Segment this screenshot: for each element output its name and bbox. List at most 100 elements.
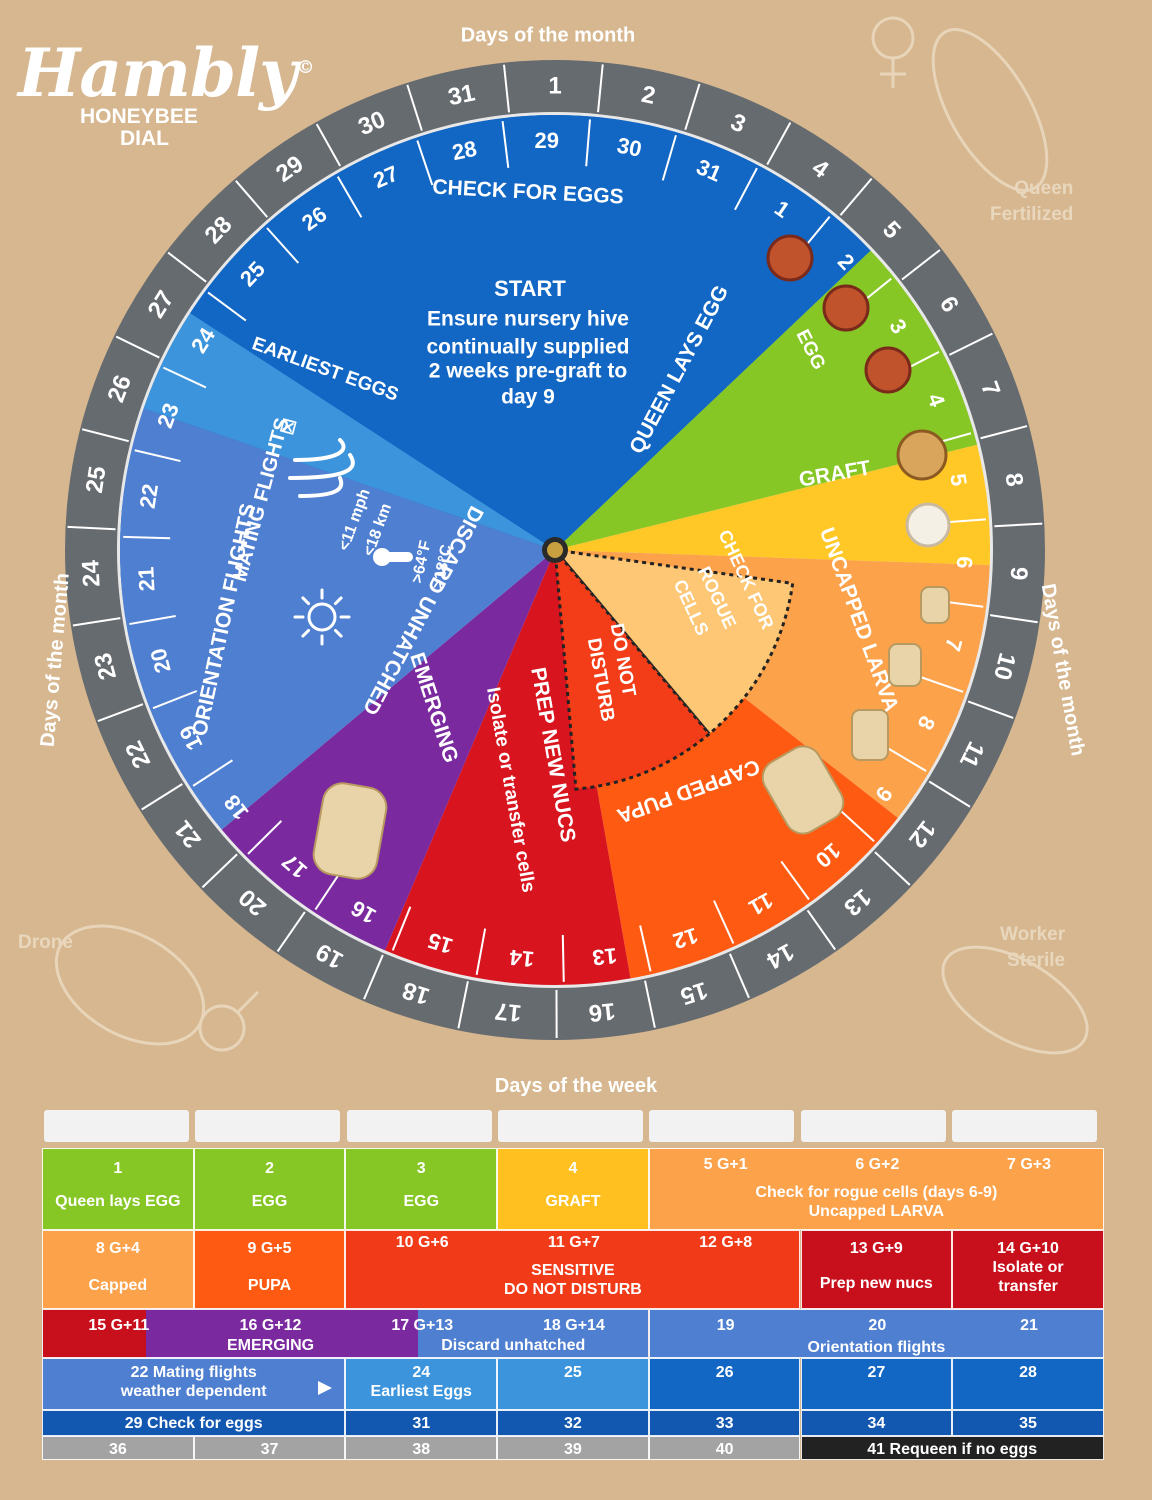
outer-tick: [597, 64, 604, 113]
schedule-cell: 1 Queen lays EGG: [42, 1148, 194, 1230]
brand-subtitle-1: HONEYBEE: [80, 105, 198, 128]
larva-cell-icon: [905, 502, 951, 548]
inner-tick: [152, 690, 198, 710]
label-start-2: continually supplied: [426, 336, 629, 359]
outer-day-number: 17: [493, 997, 522, 1027]
drone-label: Drone: [18, 932, 73, 953]
schedule-cell: 14 G+10 Isolate or transfer: [952, 1230, 1104, 1309]
schedule-day-label: 20: [868, 1317, 887, 1334]
schedule-cell-text: 24: [412, 1364, 431, 1381]
worker-bee-icon: [941, 945, 1089, 1055]
schedule-day-label: 16 G+12: [239, 1317, 302, 1334]
schedule-day-label: 5 G+1: [703, 1156, 748, 1173]
inner-day-number: 21: [133, 566, 159, 592]
schedule-cell: 33: [648, 1410, 801, 1436]
inner-tick: [918, 675, 964, 693]
schedule-day-label: 7 G+3: [1007, 1156, 1052, 1173]
schedule-cell: SENSITIVE DO NOT DISTURB 10 G+6 11 G+7 12 G+…: [345, 1230, 801, 1309]
venus-symbol-icon: [871, 16, 915, 60]
outer-tick: [67, 525, 116, 531]
schedule-cell-text: Isolate or: [992, 1259, 1064, 1276]
schedule-cell-text: 40: [715, 1441, 734, 1458]
schedule-cell-text: transfer: [998, 1278, 1058, 1295]
brand-name: Hambly: [18, 34, 298, 112]
outer-tick: [72, 617, 121, 627]
schedule-cell-text: 35: [1019, 1415, 1037, 1432]
days-of-month-top: Days of the month: [461, 24, 635, 46]
schedule-cell: 31: [345, 1410, 498, 1436]
outer-day-number: 23: [89, 650, 122, 683]
inner-day-number: 29: [534, 128, 558, 153]
capped-cell-icon: [761, 745, 845, 835]
schedule-day-label: 11 G+7: [547, 1234, 600, 1251]
outer-tick: [874, 851, 911, 886]
outer-tick: [839, 178, 873, 216]
weekday-header-box[interactable]: [346, 1110, 492, 1142]
inner-tick: [314, 869, 343, 911]
schedule-cell-text: SENSITIVE: [531, 1262, 615, 1279]
sector-rogue-cells: [551, 547, 795, 736]
mars-symbol-icon: [198, 1004, 246, 1052]
inner-day-number: 7: [940, 636, 967, 654]
weekday-header-box[interactable]: [195, 1110, 341, 1142]
outer-tick: [948, 332, 993, 356]
schedule-cell-text: DO NOT DISTURB: [504, 1281, 642, 1298]
inner-day-number: 30: [615, 132, 644, 161]
queen-cell-icon: [920, 586, 950, 624]
schedule-cell: 32: [497, 1410, 649, 1436]
outer-tick: [276, 911, 306, 953]
inner-tick: [713, 900, 735, 944]
schedule-cell-text: 33: [715, 1415, 734, 1432]
schedule-day-label: 18 G+14: [543, 1317, 605, 1334]
schedule-cell: 28: [952, 1358, 1104, 1410]
schedule-cell: 39: [497, 1436, 649, 1460]
days-of-week-title: Days of the week: [494, 1075, 658, 1097]
schedule-cell: 13 G+9 Prep new nucs: [800, 1230, 953, 1309]
inner-day-number: 28: [450, 136, 479, 165]
schedule-day-label: 6 G+2: [855, 1156, 900, 1173]
honeybee-dial[interactable]: 1 234567891011121314151617181920212223242…: [0, 0, 1152, 1080]
weekday-header-box[interactable]: [649, 1110, 795, 1142]
inner-day-number: 5: [945, 472, 972, 488]
outer-tick: [928, 780, 971, 808]
schedule-cell-text: 2: [265, 1160, 274, 1177]
outer-tick: [167, 251, 207, 283]
emerging-cell-icon: [312, 782, 388, 880]
inner-tick: [336, 176, 363, 218]
queen-sublabel: Fertilized: [990, 204, 1074, 225]
schedule-cell-text: 9 G+5: [247, 1240, 292, 1257]
weekday-header-box[interactable]: [497, 1110, 643, 1142]
outer-tick: [990, 614, 1038, 624]
label-start-1: Ensure nursery hive: [427, 308, 629, 331]
schedule-cell: 3 EGG: [345, 1148, 498, 1230]
sun-ray-icon: [301, 596, 311, 606]
queen-bee-icon: [931, 28, 1049, 192]
schedule-day-label: Discard unhatched: [441, 1337, 586, 1354]
schedule-day-label: 21: [1020, 1317, 1038, 1334]
schedule-day-label: EMERGING: [226, 1337, 315, 1354]
inner-tick: [885, 746, 927, 772]
sun-ray-icon: [333, 628, 343, 638]
egg-cell-icon: [766, 234, 814, 282]
inner-tick: [162, 366, 207, 389]
schedule-cell: 35: [952, 1410, 1104, 1436]
outer-tick: [81, 428, 129, 443]
mating-check-icon: ☒: [277, 416, 300, 437]
schedule-cell-text: Check for rogue cells (days 6-9): [755, 1184, 998, 1201]
schedule-cell: 4 GRAFT: [497, 1148, 649, 1230]
schedule-cell-text: 41 Requeen if no eggs: [867, 1441, 1038, 1458]
weekday-header-box[interactable]: [800, 1110, 946, 1142]
label-start-0: START: [494, 276, 566, 301]
schedule-cell-text: 37: [260, 1441, 279, 1458]
days-of-month-left: Days of the month: [37, 572, 74, 748]
outer-tick: [980, 425, 1028, 440]
outer-tick: [97, 703, 144, 722]
sector-periwinkle: [119, 408, 556, 830]
schedule-cell: 8 G+4 Capped: [42, 1230, 194, 1309]
schedule-cell-text: 29 Check for eggs: [124, 1415, 263, 1432]
schedule-cell: 34: [800, 1410, 953, 1436]
weekday-header-box[interactable]: [951, 1110, 1097, 1142]
weekday-header-box[interactable]: [44, 1110, 189, 1142]
schedule-cell-text: 13 G+9: [849, 1240, 903, 1257]
sector-lightblue: [143, 313, 556, 550]
